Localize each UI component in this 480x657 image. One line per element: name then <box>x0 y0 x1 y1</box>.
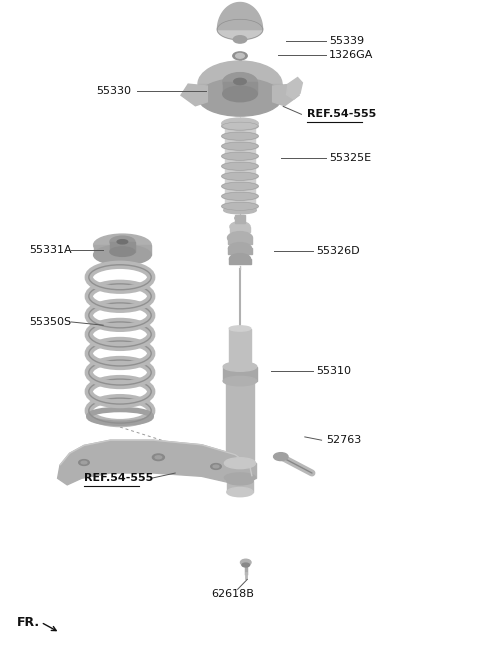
Text: 55325E: 55325E <box>329 152 371 163</box>
Ellipse shape <box>222 202 258 210</box>
Ellipse shape <box>222 182 258 191</box>
Ellipse shape <box>223 376 257 386</box>
Bar <box>228 248 252 254</box>
Text: REF.54-555: REF.54-555 <box>307 109 376 120</box>
Text: 1326GA: 1326GA <box>329 50 373 60</box>
Bar <box>226 374 254 460</box>
Ellipse shape <box>223 73 257 91</box>
Bar <box>223 367 257 381</box>
Text: 52763: 52763 <box>326 435 361 445</box>
Ellipse shape <box>94 245 151 265</box>
Bar <box>110 242 135 252</box>
Ellipse shape <box>227 487 253 497</box>
Ellipse shape <box>242 563 250 567</box>
Bar <box>198 84 282 97</box>
Ellipse shape <box>222 193 258 200</box>
Polygon shape <box>181 84 207 106</box>
Ellipse shape <box>226 371 254 378</box>
Text: 55310: 55310 <box>316 366 351 376</box>
Ellipse shape <box>153 454 164 461</box>
Bar <box>225 124 255 210</box>
Ellipse shape <box>234 78 246 85</box>
Ellipse shape <box>211 464 221 469</box>
Text: 55331A: 55331A <box>29 244 72 255</box>
Ellipse shape <box>229 326 251 331</box>
Ellipse shape <box>222 162 258 170</box>
Bar <box>235 215 245 223</box>
Ellipse shape <box>110 236 135 248</box>
Bar <box>229 328 251 374</box>
Ellipse shape <box>233 52 247 60</box>
Text: 55326D: 55326D <box>316 246 360 256</box>
Ellipse shape <box>227 477 253 485</box>
Ellipse shape <box>236 53 244 58</box>
Ellipse shape <box>226 457 254 463</box>
Ellipse shape <box>224 207 256 214</box>
Text: 55350S: 55350S <box>29 317 71 327</box>
Ellipse shape <box>155 456 162 459</box>
Ellipse shape <box>231 486 249 495</box>
Bar <box>225 463 255 478</box>
Text: 55339: 55339 <box>329 35 364 46</box>
Ellipse shape <box>217 19 263 40</box>
Polygon shape <box>287 78 302 99</box>
Polygon shape <box>58 440 252 485</box>
Text: REF.54-555: REF.54-555 <box>84 473 153 484</box>
Ellipse shape <box>235 215 245 221</box>
Ellipse shape <box>230 221 250 232</box>
Ellipse shape <box>225 473 255 482</box>
Bar <box>227 481 253 492</box>
Ellipse shape <box>213 465 219 468</box>
Ellipse shape <box>223 362 257 371</box>
Polygon shape <box>273 84 299 106</box>
Ellipse shape <box>228 232 252 244</box>
Text: 55330: 55330 <box>96 85 131 96</box>
Text: 62618B: 62618B <box>211 589 254 599</box>
Ellipse shape <box>228 242 252 254</box>
Ellipse shape <box>222 122 258 130</box>
Polygon shape <box>217 3 263 30</box>
Bar <box>230 227 250 232</box>
Ellipse shape <box>222 152 258 160</box>
Ellipse shape <box>223 86 257 102</box>
Ellipse shape <box>274 453 288 461</box>
Ellipse shape <box>117 240 128 244</box>
Ellipse shape <box>222 118 258 129</box>
Bar <box>223 82 257 94</box>
Ellipse shape <box>198 78 282 116</box>
Bar <box>228 238 252 244</box>
Bar <box>229 259 251 264</box>
Text: FR.: FR. <box>17 616 40 629</box>
Ellipse shape <box>233 35 247 43</box>
Ellipse shape <box>222 142 258 150</box>
Ellipse shape <box>81 461 87 464</box>
Ellipse shape <box>225 458 255 468</box>
Ellipse shape <box>110 247 135 256</box>
Ellipse shape <box>198 61 282 107</box>
Bar <box>94 245 151 255</box>
Ellipse shape <box>79 460 89 465</box>
Ellipse shape <box>240 559 251 566</box>
Ellipse shape <box>222 132 258 140</box>
Ellipse shape <box>230 479 250 489</box>
Ellipse shape <box>229 254 251 264</box>
Ellipse shape <box>222 172 258 180</box>
Ellipse shape <box>94 234 151 256</box>
Ellipse shape <box>229 372 251 377</box>
